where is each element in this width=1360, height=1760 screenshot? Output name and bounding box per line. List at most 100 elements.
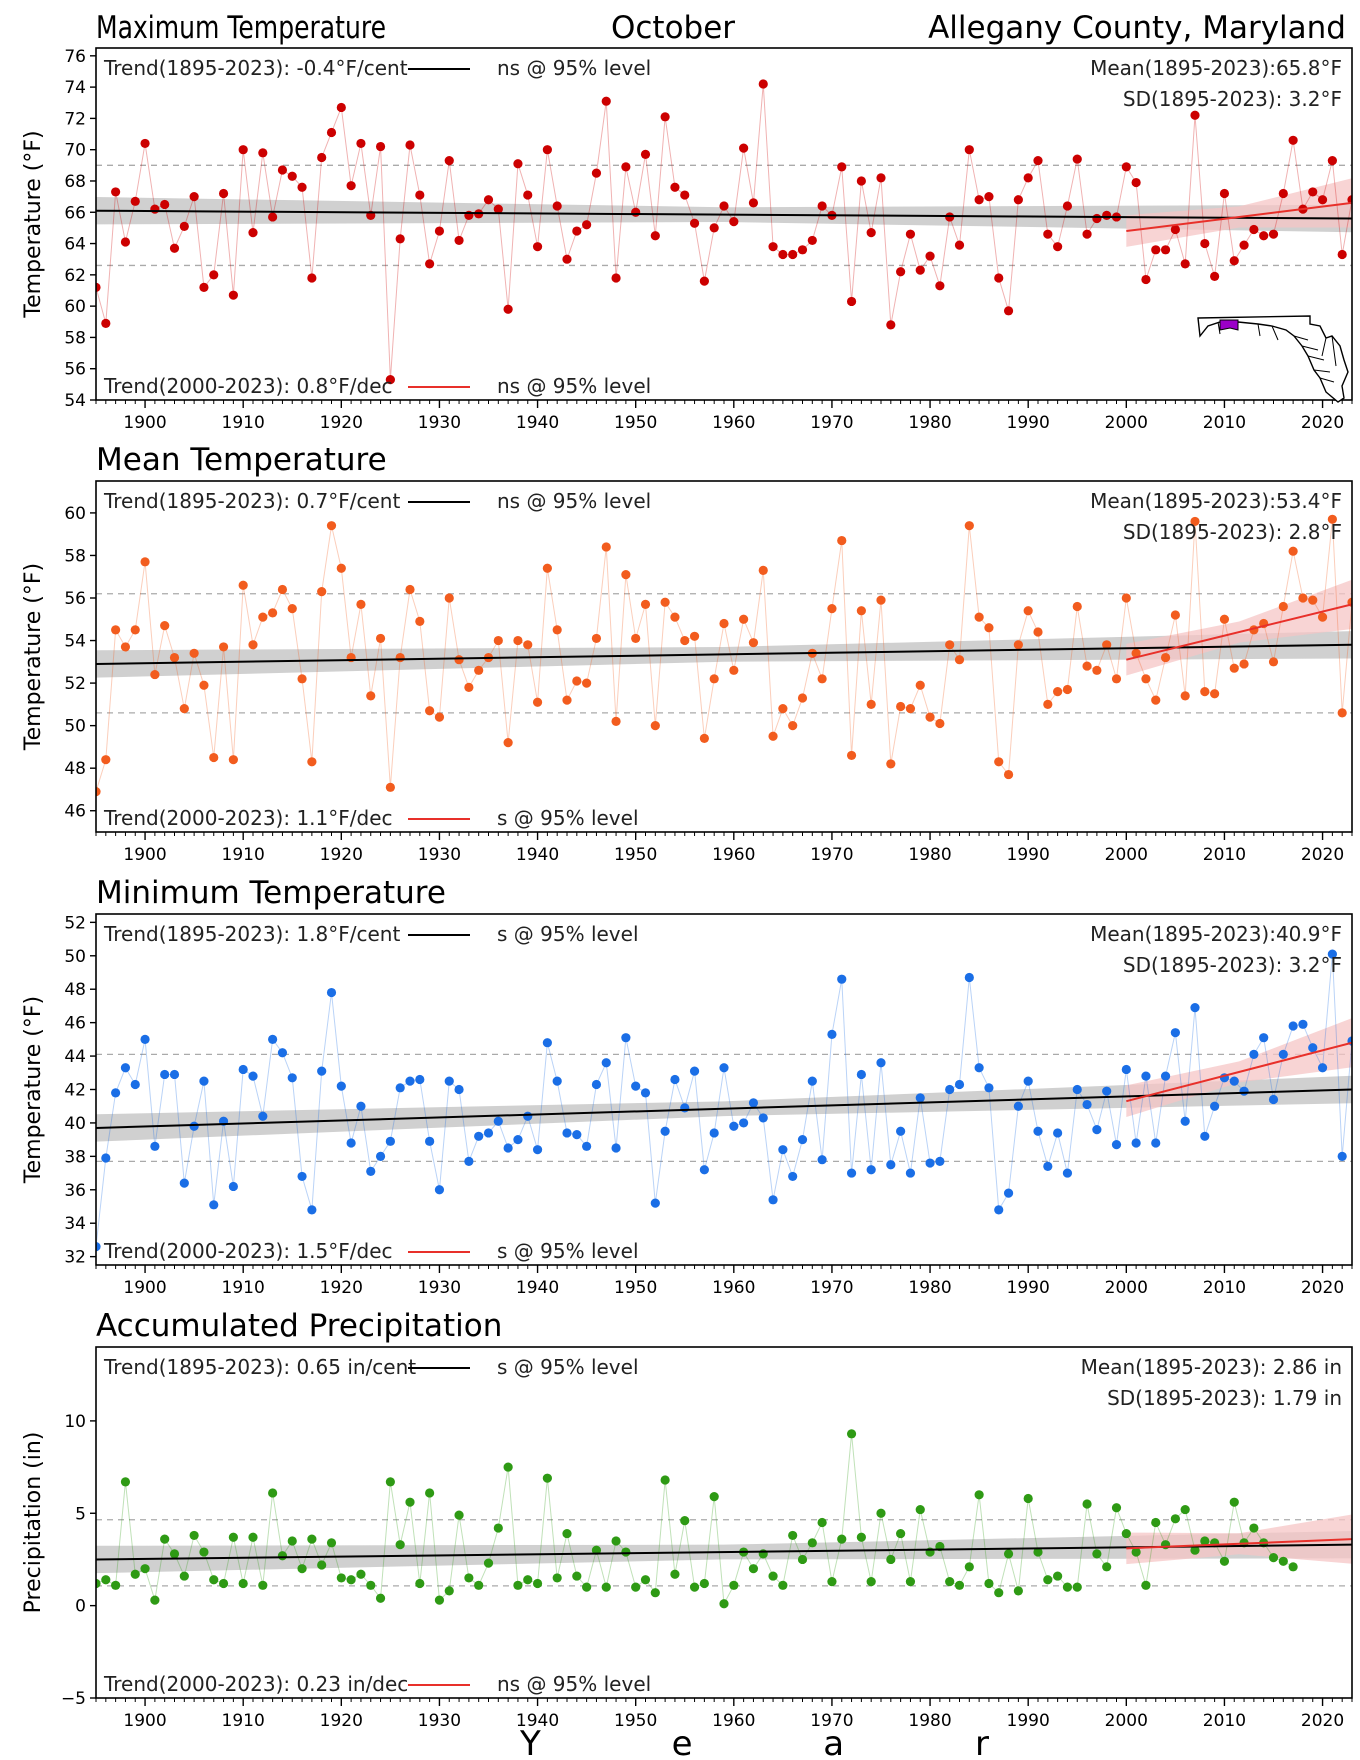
min-data-point — [356, 1101, 366, 1111]
mean-data-point — [189, 648, 199, 658]
mean-y-tick-label: 58 — [64, 546, 86, 566]
mean-data-point — [425, 706, 435, 716]
mean-data-point — [454, 655, 464, 665]
max-x-tick-label: 1980 — [908, 413, 951, 433]
mean-y-tick-label: 48 — [64, 759, 86, 779]
mean-data-point — [709, 674, 719, 684]
max-data-point — [96, 282, 101, 292]
precip-data-point — [268, 1488, 278, 1498]
max-data-point — [150, 204, 160, 214]
mean-trend-long-line — [96, 643, 1352, 665]
precip-data-point — [169, 1549, 180, 1559]
precip-data-point — [1121, 1528, 1131, 1539]
min-y-tick-label: 38 — [64, 1147, 86, 1167]
max-data-point — [1013, 195, 1023, 205]
min-data-point — [719, 1063, 729, 1073]
mean-data-point — [866, 699, 876, 709]
max-data-point — [1141, 274, 1151, 285]
precip-data-point — [248, 1532, 258, 1542]
mean-data-point — [689, 631, 700, 641]
max-data-point — [1249, 224, 1259, 235]
min-x-tick-label: 1950 — [614, 1278, 657, 1298]
max-x-tick-label: 1990 — [1007, 413, 1050, 433]
min-data-point — [454, 1084, 464, 1095]
mean-data-point — [179, 704, 189, 714]
max-data-point — [1053, 242, 1063, 252]
mean-data-point — [96, 786, 101, 797]
max-data-point — [758, 79, 768, 89]
mean-data-point — [1180, 691, 1190, 701]
maryland-county-map-icon — [1197, 315, 1349, 403]
max-y-tick-label: 58 — [64, 328, 86, 348]
min-data-point — [915, 1093, 925, 1103]
precip-data-point — [425, 1488, 435, 1498]
mean-data-point — [631, 633, 641, 644]
min-data-point — [1170, 1028, 1180, 1038]
mean-data-point — [1102, 640, 1112, 650]
max-data-point — [954, 240, 965, 250]
precip-x-tick-label: 1900 — [123, 1711, 166, 1731]
precip-x-tick-label: 1920 — [320, 1711, 363, 1731]
mean-data-point — [434, 712, 445, 722]
mean-data-point — [1092, 665, 1102, 675]
mean-x-tick-label: 1910 — [222, 845, 265, 865]
precip-x-tick-label: 2010 — [1203, 1711, 1246, 1731]
min-data-point — [385, 1136, 395, 1146]
precip-data-point — [395, 1540, 405, 1550]
precip-data-point — [532, 1578, 543, 1589]
mean-data-point — [1121, 593, 1131, 603]
max-data-point — [209, 270, 219, 280]
mean-data-point — [680, 635, 690, 646]
max-x-tick-label: 1940 — [516, 413, 559, 433]
min-data-point — [199, 1076, 209, 1086]
max-data-point — [1259, 231, 1269, 241]
mean-data-point — [915, 680, 925, 690]
max-trend-recent-band — [1126, 178, 1352, 247]
max-data-point — [621, 162, 631, 172]
max-data-point — [984, 192, 994, 202]
precip-data-point — [160, 1534, 170, 1544]
mean-x-tick-label: 2020 — [1301, 845, 1344, 865]
mean-x-tick-label: 1900 — [123, 845, 166, 865]
mean-data-point — [954, 655, 965, 665]
min-data-point — [277, 1048, 288, 1058]
mean-data-point — [1062, 684, 1073, 695]
min-data-point — [680, 1103, 690, 1113]
min-x-tick-label: 1970 — [810, 1278, 853, 1298]
min-data-point — [611, 1143, 621, 1153]
precip-x-tick-label: 2000 — [1105, 1711, 1148, 1731]
min-data-point — [846, 1168, 857, 1178]
min-data-point — [1121, 1064, 1131, 1075]
min-data-point — [582, 1141, 592, 1151]
min-data-point — [405, 1076, 415, 1086]
mean-data-point — [1308, 595, 1318, 605]
max-data-point — [1268, 229, 1279, 239]
precip-data-point — [817, 1517, 827, 1528]
max-data-point — [120, 237, 131, 247]
min-trend-recent-line — [1126, 1041, 1352, 1103]
min-data-point — [238, 1064, 248, 1075]
precip-data-point — [846, 1429, 857, 1439]
min-x-tick-label: 2020 — [1301, 1278, 1344, 1298]
min-trend-recent-band — [1126, 1018, 1352, 1117]
min-y-tick-label: 44 — [64, 1047, 86, 1067]
max-data-point — [1180, 259, 1190, 269]
max-data-point — [886, 320, 896, 330]
min-data-point — [542, 1038, 552, 1048]
precip-trend-recent-band — [1126, 1514, 1352, 1565]
max-trend-recent-text: Trend(2000-2023): 0.8°F/dec — [103, 374, 393, 398]
header-center-title: October — [611, 10, 735, 46]
mean-y-tick-label: 52 — [64, 674, 86, 694]
precip-data-point — [326, 1538, 337, 1548]
precip-series-line — [96, 1433, 1294, 1606]
min-data-point — [1111, 1140, 1122, 1150]
min-x-tick-label: 1980 — [908, 1278, 951, 1298]
mean-data-point — [1072, 601, 1082, 612]
min-data-point — [748, 1098, 759, 1108]
min-data-point — [1082, 1099, 1092, 1110]
precip-data-point — [1278, 1556, 1288, 1566]
mean-data-point — [258, 612, 268, 622]
precip-data-point — [405, 1497, 415, 1507]
precip-data-point — [1111, 1503, 1122, 1513]
min-data-point — [228, 1181, 238, 1192]
